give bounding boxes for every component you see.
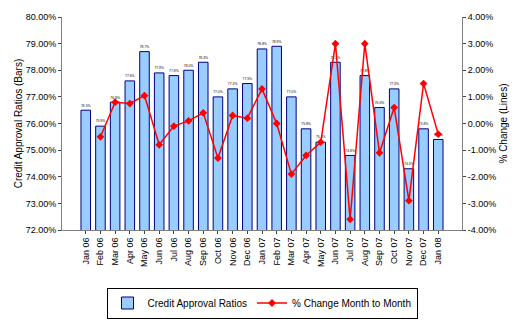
svg-text:Dec 07: Dec 07 (418, 238, 428, 267)
svg-text:74.8%: 74.8% (345, 149, 355, 153)
svg-text:-3.00%: -3.00% (468, 199, 497, 209)
svg-text:77.00%: 77.00% (26, 92, 57, 102)
svg-text:Dec 06: Dec 06 (242, 238, 252, 267)
svg-text:Mar 06: Mar 06 (110, 238, 120, 266)
svg-text:75.3%: 75.3% (316, 135, 326, 139)
svg-text:Feb 06: Feb 06 (95, 238, 105, 266)
svg-text:2.00%: 2.00% (468, 65, 494, 75)
svg-text:78.8%: 78.8% (257, 42, 267, 46)
svg-text:-4.00%: -4.00% (468, 225, 497, 235)
svg-text:Jan 07: Jan 07 (257, 238, 267, 265)
svg-text:Apr 07: Apr 07 (301, 238, 311, 265)
svg-text:77.3%: 77.3% (389, 82, 399, 86)
svg-text:Aug 06: Aug 06 (183, 238, 193, 267)
svg-text:Jun 07: Jun 07 (330, 238, 340, 265)
svg-text:3.00%: 3.00% (468, 39, 494, 49)
svg-text:Jul 07: Jul 07 (345, 238, 355, 262)
svg-text:78.0%: 78.0% (184, 64, 194, 68)
svg-text:0.00%: 0.00% (468, 119, 494, 129)
svg-text:77.9%: 77.9% (154, 66, 164, 70)
svg-text:77.8%: 77.8% (169, 69, 179, 73)
svg-text:75.4%: 75.4% (433, 133, 443, 137)
svg-text:76.8%: 76.8% (110, 96, 120, 100)
svg-text:Sep 06: Sep 06 (198, 238, 208, 267)
svg-text:% Change (Lines): % Change (Lines) (498, 83, 509, 163)
svg-text:4.00%: 4.00% (468, 12, 494, 22)
svg-text:Feb 07: Feb 07 (272, 238, 282, 266)
svg-text:Apr 06: Apr 06 (125, 238, 135, 265)
svg-text:75.00%: 75.00% (26, 145, 57, 155)
svg-text:78.00%: 78.00% (26, 65, 57, 75)
svg-text:75.8%: 75.8% (419, 122, 429, 126)
svg-text:Jun 06: Jun 06 (154, 238, 164, 265)
svg-text:77.5%: 77.5% (243, 77, 253, 81)
svg-text:Credit Approval Ratios (Bars): Credit Approval Ratios (Bars) (13, 59, 24, 189)
svg-text:Nov 06: Nov 06 (228, 238, 238, 267)
svg-text:Jan 08: Jan 08 (433, 238, 443, 265)
svg-text:77.0%: 77.0% (213, 90, 223, 94)
svg-text:Oct 07: Oct 07 (389, 238, 399, 265)
svg-text:Credit Approval Ratios: Credit Approval Ratios (148, 298, 248, 309)
svg-text:76.00%: 76.00% (26, 119, 57, 129)
svg-text:Mar 07: Mar 07 (286, 238, 296, 266)
svg-text:May 06: May 06 (139, 238, 149, 268)
svg-text:Nov 07: Nov 07 (404, 238, 414, 267)
svg-text:78.3%: 78.3% (331, 56, 341, 60)
svg-text:Jul 06: Jul 06 (169, 238, 179, 262)
svg-text:74.00%: 74.00% (26, 172, 57, 182)
svg-text:72.00%: 72.00% (26, 225, 57, 235)
svg-text:Aug 07: Aug 07 (360, 238, 370, 267)
svg-text:73.00%: 73.00% (26, 199, 57, 209)
svg-text:May 07: May 07 (316, 238, 326, 268)
svg-text:Sep 07: Sep 07 (374, 238, 384, 267)
svg-text:78.3%: 78.3% (198, 56, 208, 60)
svg-text:76.6%: 76.6% (375, 101, 385, 105)
svg-text:75.8%: 75.8% (301, 122, 311, 126)
svg-text:1.00%: 1.00% (468, 92, 494, 102)
svg-text:75.9%: 75.9% (96, 119, 106, 123)
svg-text:77.0%: 77.0% (287, 90, 297, 94)
svg-text:77.8%: 77.8% (360, 69, 370, 73)
svg-text:78.9%: 78.9% (272, 40, 282, 44)
svg-text:74.3%: 74.3% (404, 162, 414, 166)
svg-text:76.5%: 76.5% (81, 104, 91, 108)
svg-text:79.00%: 79.00% (26, 39, 57, 49)
svg-text:Jan 06: Jan 06 (81, 238, 91, 265)
svg-text:80.00%: 80.00% (26, 12, 57, 22)
svg-text:-1.00%: -1.00% (468, 145, 497, 155)
svg-text:77.3%: 77.3% (228, 82, 238, 86)
svg-text:77.6%: 77.6% (125, 74, 135, 78)
svg-text:78.7%: 78.7% (140, 45, 150, 49)
svg-text:-2.00%: -2.00% (468, 172, 497, 182)
svg-text:% Change Month to Month: % Change Month to Month (292, 298, 411, 309)
svg-text:Oct 06: Oct 06 (213, 238, 223, 265)
